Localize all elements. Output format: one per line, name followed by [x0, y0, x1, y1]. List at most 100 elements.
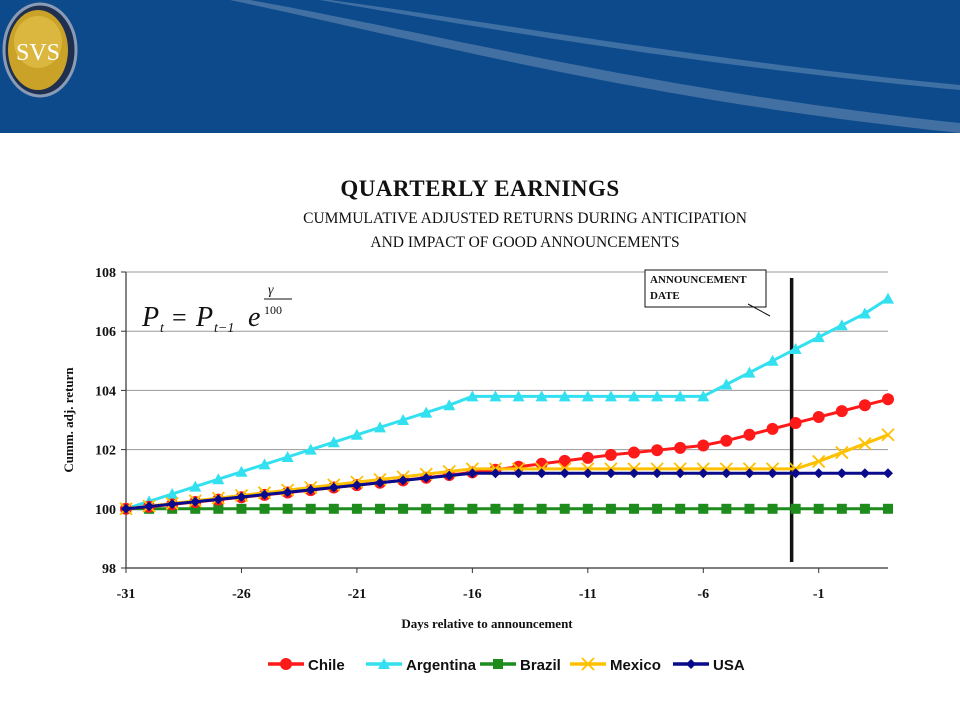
data-point-argentina [235, 465, 248, 477]
data-point-argentina [535, 390, 548, 402]
data-point-argentina [835, 319, 848, 331]
data-point-usa [744, 468, 755, 479]
header-banner: SVS [0, 0, 960, 133]
data-point-argentina [604, 390, 617, 402]
data-point-argentina [281, 451, 294, 462]
plot-area [126, 272, 888, 568]
data-point-mexico [835, 445, 849, 460]
data-point-chile [858, 399, 871, 412]
x-marker-stroke [835, 445, 849, 460]
formula: P t = P t−1 e γ 100 [141, 283, 292, 336]
data-point-chile [604, 448, 617, 461]
banner-swoosh [230, 0, 960, 133]
data-point-brazil [190, 503, 201, 514]
data-point-usa [213, 494, 224, 505]
data-point-usa [282, 487, 293, 498]
data-point-argentina [350, 428, 363, 440]
data-point-usa [536, 468, 547, 479]
formula-exp-den: 100 [264, 303, 282, 317]
data-point-usa [767, 468, 778, 479]
data-point-brazil [698, 503, 709, 514]
y-tick-label: 100 [95, 503, 116, 518]
y-tick-label: 98 [102, 562, 116, 577]
data-point-usa [351, 480, 362, 491]
svs-logo: SVS [2, 2, 78, 98]
x-marker-stroke [881, 428, 895, 442]
data-point-argentina [489, 390, 502, 402]
data-point-mexico [812, 454, 826, 469]
data-point-usa [813, 468, 824, 479]
data-point-brazil [305, 503, 316, 514]
data-point-usa [444, 470, 455, 481]
legend-marker [686, 659, 696, 669]
x-marker-stroke [812, 454, 826, 469]
data-point-usa [375, 477, 385, 488]
data-point-chile [812, 411, 825, 424]
annotation-line-1: ANNOUNCEMENT [650, 274, 747, 286]
data-point-usa [236, 491, 247, 502]
data-point-argentina [327, 436, 340, 448]
data-point-argentina [743, 366, 756, 378]
chart-title: QUARTERLY EARNINGS [340, 176, 620, 201]
y-axis-label: Cumm. adj. return [61, 367, 76, 473]
data-point-usa [675, 468, 686, 479]
chart-subtitle-line-1: CUMMULATIVE ADJUSTED RETURNS DURING ANTI… [303, 210, 747, 227]
data-point-argentina [651, 390, 664, 402]
data-point-argentina [882, 292, 894, 304]
y-tick-label: 108 [95, 266, 116, 281]
data-point-brazil [236, 503, 247, 514]
data-point-argentina [397, 414, 410, 425]
data-point-usa [859, 468, 870, 479]
chart-subtitle-line-2: AND IMPACT OF GOOD ANNOUNCEMENTS [370, 234, 680, 251]
data-point-brazil [375, 503, 385, 514]
legend: Chile Argentina Brazil Mexico USA [268, 657, 745, 674]
data-point-brazil [513, 503, 524, 514]
formula-lhs-sub: t [160, 321, 165, 336]
data-point-argentina [212, 473, 225, 485]
y-tick-label: 106 [95, 325, 116, 340]
data-point-brazil [744, 503, 755, 514]
logo-text: SVS [16, 40, 60, 66]
x-tick-label: -21 [348, 587, 367, 602]
data-point-argentina [420, 406, 433, 418]
formula-rhs-sub: t−1 [214, 321, 234, 336]
legend-label: Chile [308, 657, 345, 674]
data-point-brazil [213, 503, 224, 514]
data-point-usa [652, 468, 663, 479]
legend-label: USA [713, 657, 745, 674]
legend-item-usa: USA [673, 657, 745, 674]
data-point-usa [790, 468, 801, 479]
series-usa [121, 468, 893, 514]
data-point-chile [743, 428, 756, 441]
data-point-brazil [767, 503, 778, 514]
data-point-chile [628, 446, 640, 459]
data-point-argentina [628, 390, 640, 402]
data-point-brazil [629, 503, 639, 514]
annotation-line-2: DATE [650, 290, 680, 302]
data-point-chile [697, 439, 710, 452]
data-point-usa [328, 482, 339, 493]
data-point-brazil [259, 503, 270, 514]
data-point-argentina [697, 390, 710, 402]
data-point-argentina [466, 390, 479, 402]
data-point-usa [467, 468, 478, 479]
data-point-brazil [398, 503, 409, 514]
series-argentina [120, 292, 894, 514]
data-point-chile [766, 422, 779, 435]
data-point-brazil [605, 503, 616, 514]
data-point-chile [835, 405, 848, 418]
data-point-argentina [720, 378, 733, 390]
data-point-argentina [258, 458, 271, 470]
legend-marker [493, 659, 503, 669]
data-point-chile [882, 393, 894, 406]
data-point-brazil [883, 503, 893, 514]
y-tick-label: 102 [95, 444, 116, 459]
data-point-chile [720, 434, 733, 447]
data-point-brazil [282, 503, 293, 514]
x-tick-label: -1 [813, 587, 825, 602]
data-point-mexico [881, 428, 895, 442]
x-axis-label: Days relative to announcement [401, 616, 573, 631]
x-tick-label: -6 [697, 587, 709, 602]
data-point-argentina [443, 399, 456, 411]
legend-marker [581, 657, 595, 671]
